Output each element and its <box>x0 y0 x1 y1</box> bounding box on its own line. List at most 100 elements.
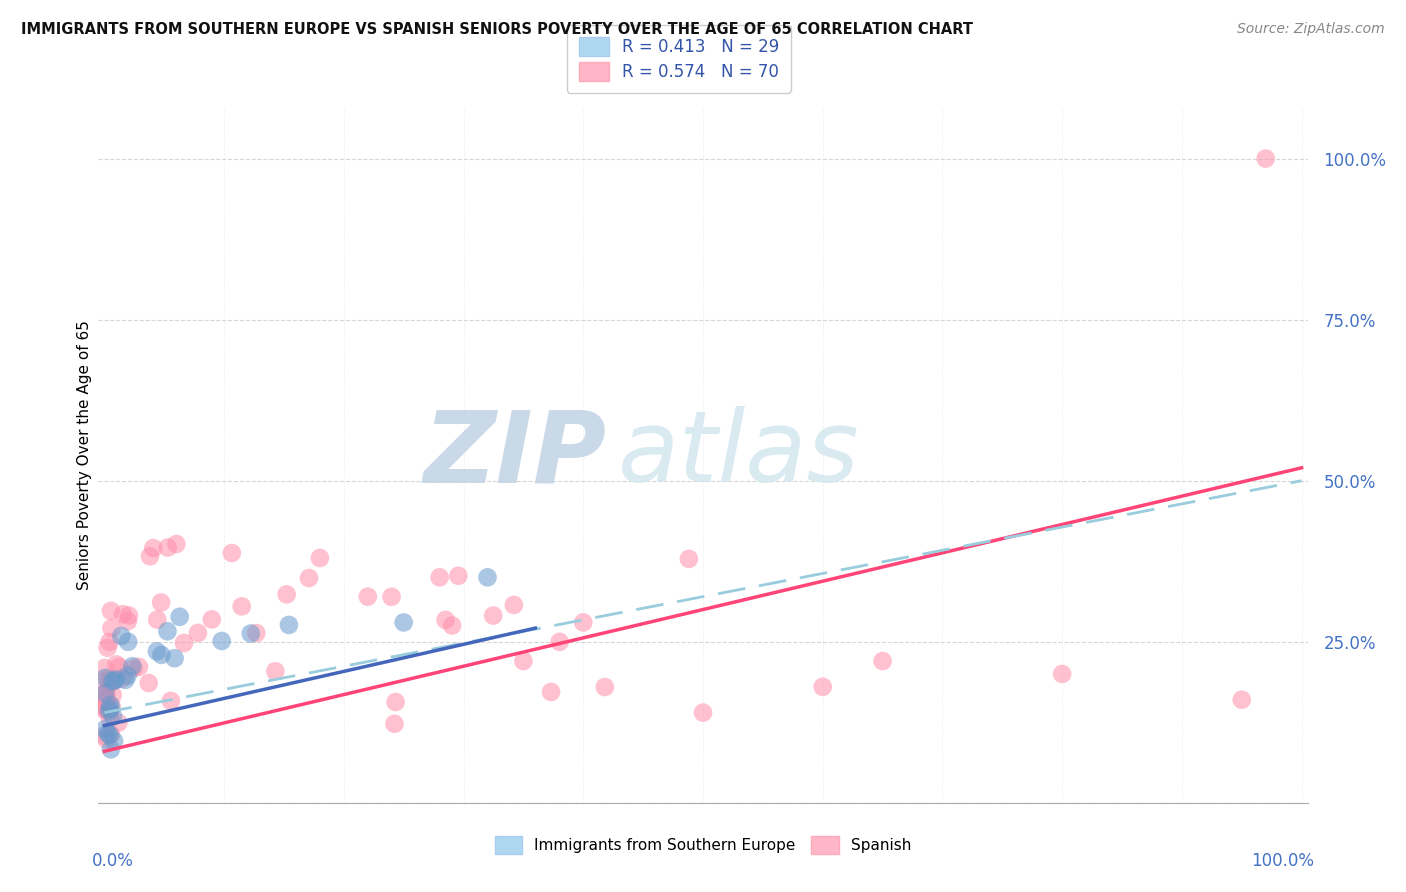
Text: IMMIGRANTS FROM SOUTHERN EUROPE VS SPANISH SENIORS POVERTY OVER THE AGE OF 65 CO: IMMIGRANTS FROM SOUTHERN EUROPE VS SPANI… <box>21 22 973 37</box>
Point <box>108 660 131 674</box>
Point <box>117 668 139 682</box>
Point <box>1050 667 1073 681</box>
Point <box>173 636 195 650</box>
Point <box>276 587 298 601</box>
Point <box>512 654 534 668</box>
Point <box>100 742 122 756</box>
Point <box>94 698 117 713</box>
Point <box>142 541 165 555</box>
Point <box>96 692 118 706</box>
Point <box>277 618 299 632</box>
Point <box>118 608 141 623</box>
Point <box>117 614 139 628</box>
Point <box>98 712 121 726</box>
Point <box>477 570 499 584</box>
Point <box>110 629 132 643</box>
Point <box>94 703 117 717</box>
Point <box>107 715 129 730</box>
Point <box>103 734 125 748</box>
Point <box>298 571 321 585</box>
Point <box>245 626 267 640</box>
Y-axis label: Seniors Poverty Over the Age of 65: Seniors Poverty Over the Age of 65 <box>77 320 91 590</box>
Point <box>392 615 415 630</box>
Point <box>93 700 115 714</box>
Point <box>502 598 524 612</box>
Point <box>114 673 136 687</box>
Point <box>221 546 243 560</box>
Point <box>447 568 470 582</box>
Point <box>231 599 253 614</box>
Point <box>111 672 134 686</box>
Point <box>593 680 616 694</box>
Text: ZIP: ZIP <box>423 407 606 503</box>
Point <box>1230 692 1253 706</box>
Point <box>121 659 143 673</box>
Text: 0.0%: 0.0% <box>93 852 134 870</box>
Point <box>128 660 150 674</box>
Text: atlas: atlas <box>619 407 860 503</box>
Point <box>94 729 117 743</box>
Point <box>98 676 121 690</box>
Point <box>101 674 124 689</box>
Point <box>94 686 117 700</box>
Point <box>100 698 122 712</box>
Point <box>98 728 121 742</box>
Point <box>100 702 122 716</box>
Point <box>96 693 118 707</box>
Point <box>97 671 120 685</box>
Point <box>165 537 187 551</box>
Point <box>163 651 186 665</box>
Point <box>94 685 117 699</box>
Point <box>441 618 464 632</box>
Point <box>678 552 700 566</box>
Point <box>264 665 287 679</box>
Point <box>211 634 233 648</box>
Point <box>101 709 124 723</box>
Point <box>548 635 571 649</box>
Point <box>156 624 179 639</box>
Point <box>811 680 834 694</box>
Point <box>105 657 128 672</box>
Point <box>139 549 162 564</box>
Point <box>100 604 122 618</box>
Point <box>94 722 117 736</box>
Point <box>429 570 451 584</box>
Point <box>98 704 121 718</box>
Point <box>160 694 183 708</box>
Point <box>101 688 124 702</box>
Point <box>93 701 115 715</box>
Point <box>100 727 122 741</box>
Point <box>482 608 505 623</box>
Point <box>117 634 139 648</box>
Point <box>122 661 145 675</box>
Text: Source: ZipAtlas.com: Source: ZipAtlas.com <box>1237 22 1385 37</box>
Point <box>98 704 121 718</box>
Point <box>93 661 115 675</box>
Point <box>101 699 124 714</box>
Point <box>98 635 121 649</box>
Point <box>201 612 224 626</box>
Point <box>380 590 402 604</box>
Point <box>150 648 173 662</box>
Point <box>572 615 595 630</box>
Point <box>357 590 380 604</box>
Point <box>1254 152 1277 166</box>
Point <box>146 613 169 627</box>
Point <box>384 716 406 731</box>
Point <box>94 685 117 699</box>
Point <box>872 654 894 668</box>
Point <box>309 551 332 566</box>
Point <box>146 644 169 658</box>
Point <box>97 726 120 740</box>
Point <box>187 626 209 640</box>
Point <box>96 732 118 747</box>
Point <box>434 613 457 627</box>
Point <box>156 541 179 555</box>
Point <box>100 621 122 635</box>
Point <box>94 699 117 714</box>
Point <box>94 673 117 688</box>
Point <box>169 609 191 624</box>
Legend: Immigrants from Southern Europe, Spanish: Immigrants from Southern Europe, Spanish <box>484 826 922 864</box>
Point <box>97 640 120 655</box>
Point <box>105 673 128 687</box>
